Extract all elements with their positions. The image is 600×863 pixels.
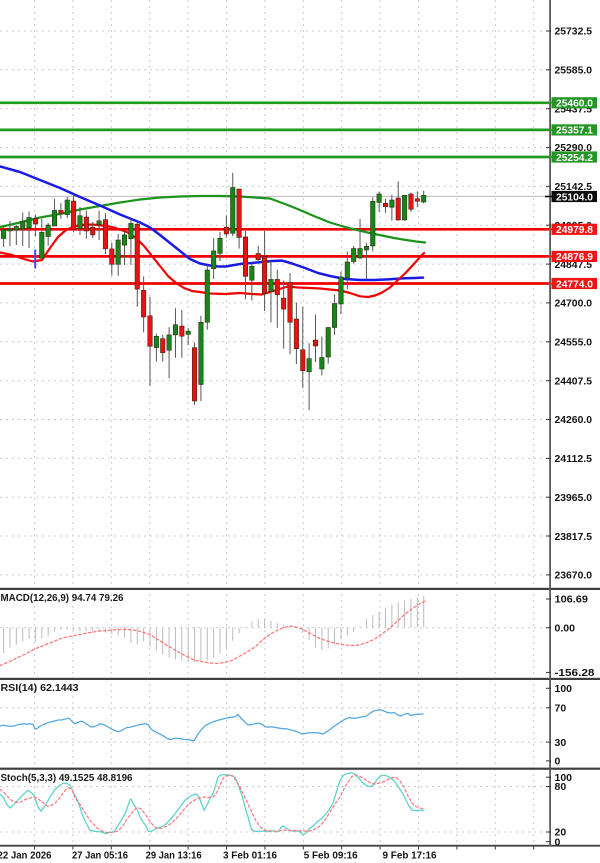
svg-text:24407.5: 24407.5 bbox=[555, 375, 593, 387]
svg-text:24774.0: 24774.0 bbox=[556, 278, 593, 290]
svg-text:5 Feb 09:16: 5 Feb 09:16 bbox=[304, 850, 358, 862]
svg-text:70: 70 bbox=[555, 703, 567, 715]
svg-text:23965.0: 23965.0 bbox=[555, 492, 593, 504]
svg-text:23817.5: 23817.5 bbox=[555, 531, 593, 543]
svg-text:24876.9: 24876.9 bbox=[556, 251, 593, 263]
svg-text:25290.0: 25290.0 bbox=[555, 142, 593, 154]
svg-text:24112.5: 24112.5 bbox=[555, 453, 593, 465]
svg-text:0: 0 bbox=[555, 836, 561, 848]
svg-text:25585.0: 25585.0 bbox=[555, 65, 593, 77]
svg-text:80: 80 bbox=[555, 781, 567, 793]
svg-text:24555.0: 24555.0 bbox=[555, 337, 593, 349]
svg-text:0.00: 0.00 bbox=[555, 622, 576, 634]
svg-text:25460.0: 25460.0 bbox=[556, 98, 593, 110]
svg-text:-156.28: -156.28 bbox=[555, 667, 595, 679]
svg-text:9 Feb 17:16: 9 Feb 17:16 bbox=[383, 850, 437, 862]
svg-text:20: 20 bbox=[555, 827, 567, 839]
svg-text:25254.2: 25254.2 bbox=[556, 152, 593, 164]
svg-text:Stoch(5,3,3) 49.1525 48.8196: Stoch(5,3,3) 49.1525 48.8196 bbox=[1, 773, 133, 784]
svg-text:24700.0: 24700.0 bbox=[555, 298, 593, 310]
svg-text:27 Jan 05:16: 27 Jan 05:16 bbox=[72, 850, 128, 862]
svg-text:3 Feb 01:16: 3 Feb 01:16 bbox=[223, 850, 277, 862]
svg-text:106.69: 106.69 bbox=[555, 594, 589, 606]
svg-text:30: 30 bbox=[555, 737, 567, 749]
svg-text:100: 100 bbox=[555, 683, 573, 695]
svg-text:29 Jan 13:16: 29 Jan 13:16 bbox=[146, 850, 202, 862]
svg-text:25142.5: 25142.5 bbox=[555, 181, 593, 193]
svg-text:22 Jan 2026: 22 Jan 2026 bbox=[0, 850, 52, 862]
svg-text:MACD(12,26,9) 94.74 79.26: MACD(12,26,9) 94.74 79.26 bbox=[1, 593, 124, 604]
svg-text:25732.5: 25732.5 bbox=[555, 26, 593, 38]
svg-text:23670.0: 23670.0 bbox=[555, 570, 593, 582]
svg-text:24260.0: 24260.0 bbox=[555, 414, 593, 426]
svg-text:0: 0 bbox=[555, 756, 561, 768]
svg-text:25104.0: 25104.0 bbox=[556, 191, 593, 203]
svg-text:24979.8: 24979.8 bbox=[556, 224, 593, 236]
svg-text:25357.1: 25357.1 bbox=[556, 125, 593, 137]
svg-text:100: 100 bbox=[555, 772, 573, 784]
svg-text:RSI(14) 62.1443: RSI(14) 62.1443 bbox=[1, 683, 79, 694]
